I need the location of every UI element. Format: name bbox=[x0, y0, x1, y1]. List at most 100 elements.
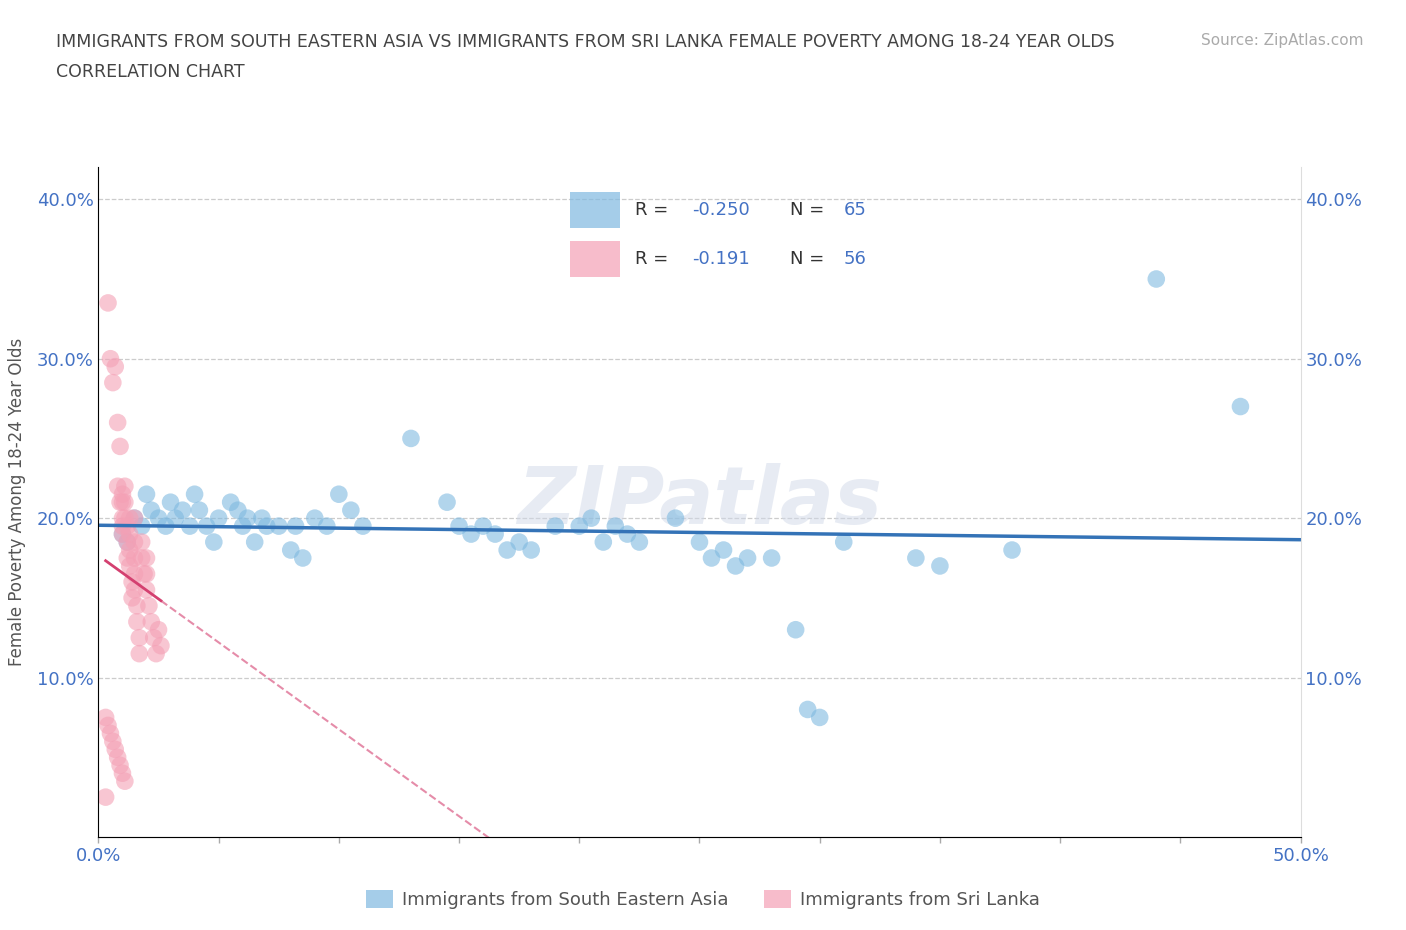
Point bbox=[581, 511, 603, 525]
Point bbox=[484, 526, 506, 541]
Point bbox=[664, 511, 686, 525]
Point bbox=[138, 598, 160, 613]
Point bbox=[131, 551, 153, 565]
Point bbox=[236, 511, 259, 525]
Point bbox=[94, 710, 117, 724]
Point bbox=[118, 542, 141, 557]
Point bbox=[131, 535, 153, 550]
Point bbox=[97, 718, 120, 733]
Point bbox=[328, 486, 350, 501]
Point bbox=[159, 495, 181, 510]
Point bbox=[118, 526, 141, 541]
Point bbox=[460, 526, 482, 541]
Point bbox=[340, 503, 363, 518]
Point bbox=[111, 495, 134, 510]
Point bbox=[141, 615, 163, 630]
Point bbox=[107, 750, 129, 764]
Point bbox=[761, 551, 783, 565]
Point bbox=[785, 622, 807, 637]
Point bbox=[267, 519, 290, 534]
Point bbox=[149, 638, 172, 653]
Point bbox=[208, 511, 231, 525]
Point bbox=[124, 535, 146, 550]
Point bbox=[118, 559, 141, 574]
Point bbox=[121, 591, 143, 605]
Point bbox=[315, 519, 337, 534]
Point bbox=[226, 503, 249, 518]
Point bbox=[436, 495, 458, 510]
Point bbox=[472, 519, 495, 534]
Point bbox=[101, 734, 124, 749]
Point bbox=[904, 551, 927, 565]
Point bbox=[107, 415, 129, 430]
Point bbox=[117, 551, 139, 565]
Point bbox=[568, 519, 591, 534]
Point bbox=[97, 296, 120, 311]
Legend: Immigrants from South Eastern Asia, Immigrants from Sri Lanka: Immigrants from South Eastern Asia, Immi… bbox=[359, 883, 1047, 916]
Point bbox=[125, 598, 148, 613]
Point bbox=[148, 622, 170, 637]
Point bbox=[172, 503, 194, 518]
Point bbox=[114, 479, 136, 494]
Point bbox=[111, 526, 134, 541]
Point bbox=[496, 542, 519, 557]
Point bbox=[128, 631, 150, 645]
Point bbox=[135, 582, 157, 597]
Point bbox=[101, 375, 124, 390]
Point bbox=[808, 710, 831, 724]
Point bbox=[1001, 542, 1024, 557]
Point bbox=[121, 575, 143, 590]
Point bbox=[124, 582, 146, 597]
Point bbox=[243, 535, 266, 550]
Point bbox=[737, 551, 759, 565]
Point bbox=[135, 566, 157, 581]
Point bbox=[179, 519, 201, 534]
Point bbox=[100, 726, 122, 741]
Point bbox=[352, 519, 374, 534]
Point bbox=[114, 495, 136, 510]
Point bbox=[280, 542, 302, 557]
Point bbox=[114, 511, 136, 525]
Point bbox=[108, 495, 131, 510]
Point bbox=[304, 511, 326, 525]
Point bbox=[131, 519, 153, 534]
Point bbox=[124, 511, 146, 525]
Text: IMMIGRANTS FROM SOUTH EASTERN ASIA VS IMMIGRANTS FROM SRI LANKA FEMALE POVERTY A: IMMIGRANTS FROM SOUTH EASTERN ASIA VS IM… bbox=[56, 33, 1115, 50]
Point bbox=[94, 790, 117, 804]
Point bbox=[132, 566, 155, 581]
Point bbox=[616, 526, 638, 541]
Point bbox=[165, 511, 187, 525]
Point bbox=[141, 503, 163, 518]
Point bbox=[250, 511, 273, 525]
Point bbox=[188, 503, 211, 518]
Point bbox=[724, 559, 747, 574]
Text: Source: ZipAtlas.com: Source: ZipAtlas.com bbox=[1201, 33, 1364, 47]
Point bbox=[128, 646, 150, 661]
Point bbox=[202, 535, 225, 550]
Point bbox=[114, 774, 136, 789]
Point bbox=[108, 439, 131, 454]
Point bbox=[117, 535, 139, 550]
Text: ZIPatlas: ZIPatlas bbox=[517, 463, 882, 541]
Point bbox=[232, 519, 254, 534]
Point bbox=[100, 352, 122, 366]
Point bbox=[104, 742, 127, 757]
Point bbox=[111, 526, 134, 541]
Point bbox=[628, 535, 651, 550]
Point bbox=[219, 495, 242, 510]
Point bbox=[399, 431, 422, 445]
Point bbox=[520, 542, 543, 557]
Point bbox=[183, 486, 205, 501]
Point bbox=[592, 535, 614, 550]
Point bbox=[108, 758, 131, 773]
Point bbox=[104, 359, 127, 374]
Point bbox=[713, 542, 735, 557]
Point bbox=[111, 486, 134, 501]
Point bbox=[111, 765, 134, 780]
Point bbox=[195, 519, 218, 534]
Point bbox=[118, 511, 141, 525]
Point bbox=[124, 511, 146, 525]
Point bbox=[605, 519, 627, 534]
Point bbox=[111, 511, 134, 525]
Point bbox=[135, 486, 157, 501]
